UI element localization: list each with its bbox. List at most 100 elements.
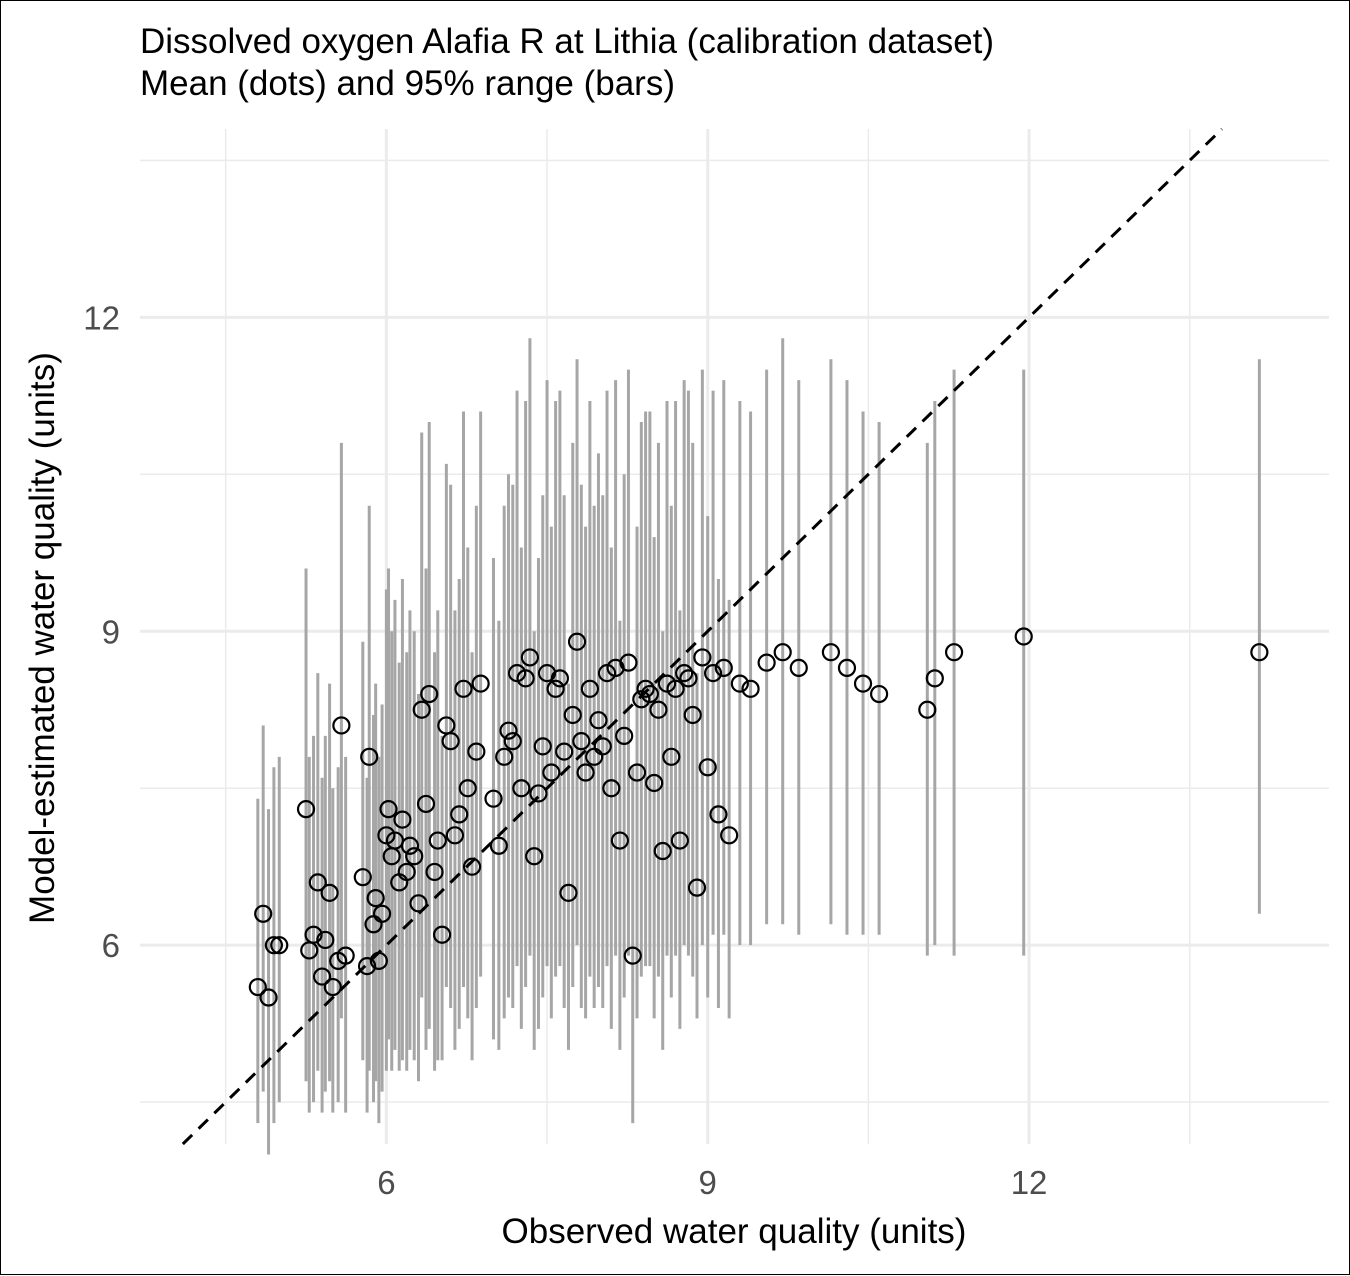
mean-point — [525, 847, 544, 866]
mean-point — [393, 810, 412, 829]
mean-point — [623, 946, 642, 965]
mean-point — [602, 779, 621, 798]
mean-point — [649, 700, 668, 719]
x-axis-title: Observed water quality (units) — [502, 1212, 967, 1251]
mean-point — [372, 904, 392, 923]
mean-point — [254, 904, 273, 923]
mean-point — [516, 669, 535, 688]
mean-point — [645, 773, 664, 793]
x-tick-label: 9 — [699, 1164, 717, 1201]
mean-point — [379, 800, 398, 819]
mean-point — [425, 862, 444, 882]
mean-point — [567, 632, 587, 651]
mean-point — [503, 732, 522, 751]
mean-point — [458, 779, 477, 798]
mean-point — [559, 883, 578, 902]
mean-point — [467, 742, 486, 761]
mean-point — [1250, 643, 1269, 662]
mean-point — [499, 721, 518, 740]
y-tick-label: 12 — [83, 299, 120, 336]
mean-point — [821, 643, 841, 662]
mean-point — [542, 763, 561, 782]
one-to-one-reference-line — [181, 127, 1223, 1146]
mean-point — [703, 664, 723, 683]
mean-point — [529, 784, 548, 803]
mean-point — [683, 705, 702, 725]
mean-point — [308, 873, 327, 892]
mean-point — [432, 925, 452, 944]
mean-point — [589, 711, 608, 730]
mean-point — [323, 977, 342, 997]
mean-point — [670, 831, 689, 850]
mean-point — [662, 747, 681, 766]
mean-point — [640, 684, 659, 704]
y-axis-title: Model-estimated water quality (units) — [23, 352, 62, 924]
mean-points — [248, 627, 1269, 1007]
mean-point — [264, 936, 283, 955]
mean-point — [462, 857, 482, 876]
mean-point — [369, 951, 388, 970]
mean-point — [332, 716, 351, 735]
mean-point — [870, 684, 889, 704]
mean-point — [316, 930, 335, 950]
mean-point — [653, 841, 672, 861]
mean-point — [520, 648, 540, 667]
x-axis-tick-labels: 6 9 12 — [377, 1164, 1047, 1201]
mean-point — [304, 925, 323, 944]
mean-point — [366, 888, 385, 908]
mean-point — [714, 658, 733, 677]
mean-point — [837, 658, 857, 677]
y-tick-label: 9 — [102, 613, 120, 650]
mean-point — [336, 946, 355, 965]
x-tick-label: 6 — [377, 1164, 395, 1201]
mean-point — [666, 679, 685, 698]
mean-point — [420, 684, 439, 704]
mean-point — [925, 669, 944, 688]
chart-title-block: Dissolved oxygen Alafia R at Lithia (cal… — [140, 21, 994, 105]
mean-point — [593, 737, 612, 756]
mean-point — [416, 794, 436, 814]
range-bars — [256, 338, 1261, 1155]
mean-point — [918, 700, 937, 719]
mean-point — [944, 643, 964, 662]
mean-point — [533, 737, 552, 756]
mean-point — [675, 664, 694, 683]
mean-point — [853, 674, 873, 693]
mean-point — [296, 800, 316, 819]
mean-point — [709, 805, 728, 824]
mean-point — [484, 789, 503, 808]
mean-point — [259, 988, 278, 1007]
mean-point — [619, 653, 638, 672]
mean-point — [546, 679, 565, 698]
mean-point — [312, 967, 332, 986]
mean-point — [409, 894, 428, 913]
x-tick-label: 12 — [1011, 1164, 1048, 1201]
mean-point — [773, 643, 792, 662]
mean-point — [563, 705, 582, 725]
mean-point — [428, 831, 447, 850]
chart-subtitle: Mean (dots) and 95% range (bars) — [140, 64, 675, 103]
mean-point — [698, 758, 717, 777]
mean-point — [679, 669, 698, 688]
mean-point — [357, 957, 377, 976]
mean-point — [445, 826, 465, 845]
mean-point — [610, 831, 629, 850]
mean-point — [615, 726, 634, 746]
mean-point — [360, 747, 379, 766]
mean-point — [512, 779, 531, 798]
mean-point — [270, 936, 289, 955]
mean-point — [555, 742, 574, 761]
mean-point — [1014, 627, 1033, 646]
mean-point — [400, 836, 420, 855]
mean-point — [353, 868, 372, 887]
mean-point — [627, 763, 647, 782]
mean-point — [730, 674, 749, 693]
mean-point — [693, 648, 712, 667]
mean-point — [789, 658, 808, 677]
mean-point — [576, 763, 595, 782]
mean-point — [454, 679, 473, 698]
mean-point — [757, 653, 776, 672]
mean-point — [320, 883, 339, 902]
mean-point — [412, 700, 431, 719]
